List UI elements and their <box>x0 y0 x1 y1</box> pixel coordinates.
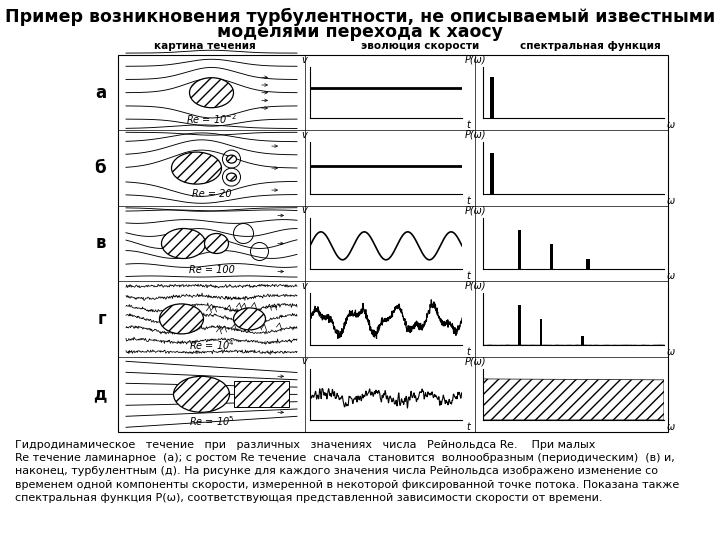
X-axis label: ω: ω <box>667 422 675 432</box>
Text: в: в <box>96 234 106 253</box>
Y-axis label: v: v <box>301 205 307 215</box>
Bar <box>518 230 521 269</box>
X-axis label: t: t <box>466 347 470 356</box>
Ellipse shape <box>171 152 222 184</box>
Text: Re = 20: Re = 20 <box>192 190 231 199</box>
Text: Гидродинамическое   течение   при   различных   значениях   числа   Рейнольдса R: Гидродинамическое течение при различных … <box>15 440 679 503</box>
Y-axis label: P(ω): P(ω) <box>465 55 487 64</box>
Y-axis label: v: v <box>301 356 307 366</box>
X-axis label: ω: ω <box>667 271 675 281</box>
Text: г: г <box>97 310 106 328</box>
Bar <box>118 55 668 432</box>
Y-axis label: v: v <box>301 55 307 64</box>
Bar <box>233 381 289 407</box>
Text: эволюция скорости: эволюция скорости <box>361 41 479 51</box>
Y-axis label: P(ω): P(ω) <box>465 205 487 215</box>
X-axis label: ω: ω <box>667 347 675 356</box>
Ellipse shape <box>189 78 233 107</box>
Text: а: а <box>95 84 106 102</box>
Ellipse shape <box>227 173 236 181</box>
Text: Re = 10$^{5}$: Re = 10$^{5}$ <box>189 414 234 428</box>
Ellipse shape <box>204 233 228 253</box>
Text: картина течения: картина течения <box>154 41 256 51</box>
X-axis label: t: t <box>466 120 470 130</box>
Text: Пример возникновения турбулентности, не описываемый известными: Пример возникновения турбулентности, не … <box>5 8 715 26</box>
Text: Re = 100: Re = 100 <box>189 265 235 275</box>
Bar <box>490 77 494 118</box>
Ellipse shape <box>227 155 236 163</box>
Text: д: д <box>93 386 106 403</box>
Ellipse shape <box>174 376 230 413</box>
X-axis label: t: t <box>466 422 470 432</box>
Y-axis label: P(ω): P(ω) <box>465 130 487 140</box>
Bar <box>550 244 554 269</box>
X-axis label: ω: ω <box>667 120 675 130</box>
Bar <box>490 153 494 194</box>
Text: моделями перехода к хаосу: моделями перехода к хаосу <box>217 23 503 41</box>
Text: б: б <box>94 159 106 177</box>
Bar <box>581 336 584 345</box>
X-axis label: t: t <box>466 271 470 281</box>
Ellipse shape <box>233 308 266 330</box>
Bar <box>539 319 542 345</box>
Text: Re = 10$^{-2}$: Re = 10$^{-2}$ <box>186 112 237 126</box>
Text: спектральная функция: спектральная функция <box>520 41 660 51</box>
Bar <box>586 259 590 269</box>
Y-axis label: v: v <box>301 130 307 140</box>
Text: Re = 10$^{4}$: Re = 10$^{4}$ <box>189 339 234 352</box>
Y-axis label: v: v <box>301 281 307 291</box>
X-axis label: t: t <box>466 196 470 206</box>
X-axis label: ω: ω <box>667 196 675 206</box>
Ellipse shape <box>161 228 205 259</box>
Bar <box>518 305 521 345</box>
Y-axis label: P(ω): P(ω) <box>465 356 487 366</box>
Y-axis label: P(ω): P(ω) <box>465 281 487 291</box>
Ellipse shape <box>160 304 204 334</box>
